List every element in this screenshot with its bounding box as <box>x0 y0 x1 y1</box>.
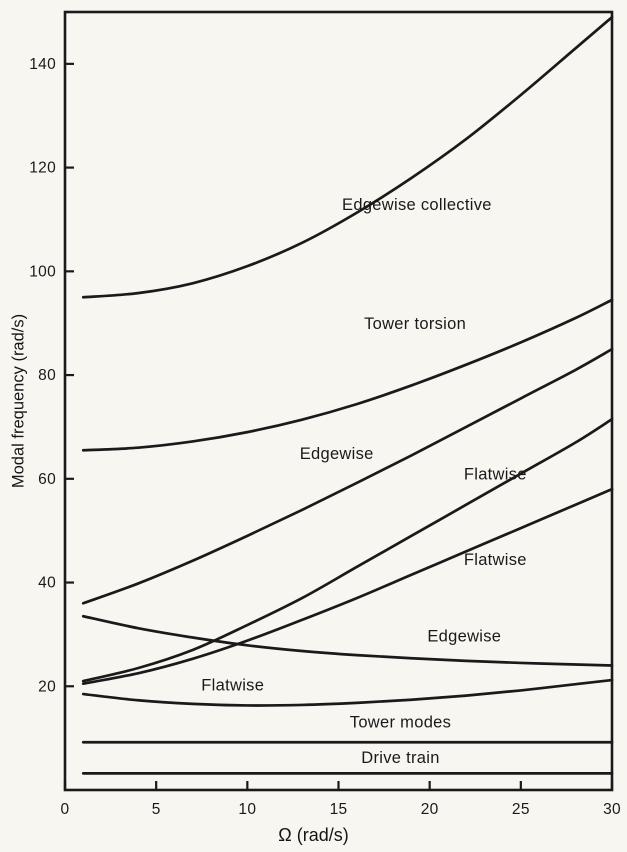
curve-label-tower-modes-7: Tower modes <box>350 714 451 732</box>
y-tick-label: 80 <box>38 367 56 384</box>
y-tick-label: 120 <box>29 160 56 177</box>
curve-flatwise-6 <box>81 678 614 707</box>
curve-edgewise-2 <box>81 347 614 605</box>
y-tick-label: 100 <box>29 263 56 280</box>
x-axis-label: Ω (rad/s) <box>278 825 349 845</box>
y-tick-label: 60 <box>38 471 56 488</box>
curve-tower-torsion-1 <box>81 298 614 452</box>
x-tick-label: 5 <box>152 801 161 818</box>
curve-edgewise-5 <box>81 614 614 667</box>
y-tick-label: 40 <box>38 575 56 592</box>
y-tick-label: 140 <box>29 56 56 73</box>
x-tick-label: 30 <box>603 801 621 818</box>
y-tick-label: 20 <box>38 678 56 695</box>
y-axis-label: Modal frequency (rad/s) <box>9 313 28 489</box>
curve-label-flatwise-3: Flatwise <box>464 466 527 484</box>
curve-flatwise-4 <box>81 487 614 686</box>
curve-label-edgewise-collective-0: Edgewise collective <box>342 196 492 214</box>
x-tick-label: 0 <box>61 801 70 818</box>
curve-edgewise-collective-0 <box>81 15 614 299</box>
curve-label-edgewise-2: Edgewise <box>300 445 374 463</box>
curve-flatwise-3 <box>81 417 614 683</box>
curve-label-edgewise-5: Edgewise <box>427 627 501 645</box>
x-tick-label: 10 <box>238 801 256 818</box>
x-tick-label: 15 <box>330 801 348 818</box>
curve-label-tower-torsion-1: Tower torsion <box>364 315 466 333</box>
curve-label-drive-train-8: Drive train <box>361 749 440 767</box>
x-tick-label: 25 <box>512 801 530 818</box>
curve-label-flatwise-4: Flatwise <box>464 551 527 569</box>
curve-label-flatwise-6: Flatwise <box>201 677 264 695</box>
x-tick-label: 20 <box>421 801 439 818</box>
